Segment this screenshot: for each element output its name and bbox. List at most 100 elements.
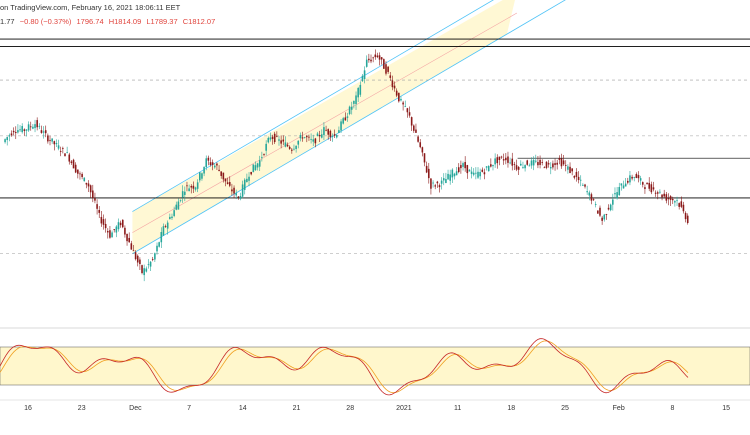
candle-body xyxy=(4,139,6,143)
candle-body xyxy=(218,169,220,171)
candle-body xyxy=(77,169,79,174)
candle-body xyxy=(179,199,182,201)
candle-body xyxy=(216,163,218,166)
candle-body xyxy=(87,183,90,187)
candle-body xyxy=(36,120,38,128)
candle-body xyxy=(145,268,148,272)
candle-body xyxy=(342,118,344,124)
candle-body xyxy=(359,84,362,95)
candle-body xyxy=(181,191,184,198)
candle-body xyxy=(633,177,636,178)
candle-body xyxy=(438,185,441,188)
oscillator-d-line xyxy=(0,340,689,394)
candle-body xyxy=(136,255,139,263)
candle-body xyxy=(515,165,518,170)
candle-body xyxy=(560,158,563,167)
candle-body xyxy=(228,182,231,186)
candle-body xyxy=(151,259,154,260)
candle-body xyxy=(12,130,15,133)
candle-body xyxy=(17,130,19,133)
candle-body xyxy=(104,223,107,229)
candle-body xyxy=(601,217,603,221)
candle-body xyxy=(267,137,270,143)
candle-body xyxy=(374,54,377,58)
oscillator-k-line xyxy=(0,338,689,396)
candle-body xyxy=(547,163,550,165)
candle-body xyxy=(378,55,381,60)
candle-body xyxy=(89,185,92,193)
candle-body xyxy=(327,129,330,135)
candle-body xyxy=(637,175,640,179)
candle-body xyxy=(470,171,473,175)
candle-body xyxy=(291,149,293,151)
candle-body xyxy=(51,138,53,142)
candle-body xyxy=(209,162,212,166)
candle-body xyxy=(74,164,77,173)
candle-body xyxy=(502,159,505,161)
candle-body xyxy=(663,193,665,197)
candle-body xyxy=(620,183,623,186)
candle-body xyxy=(680,201,683,207)
candle-body xyxy=(391,80,394,88)
candle-body xyxy=(398,92,400,102)
candle-body xyxy=(534,160,537,162)
candle-body xyxy=(314,138,317,144)
candle-body xyxy=(113,229,116,231)
candle-body xyxy=(23,129,26,131)
candle-body xyxy=(507,156,509,163)
candle-body xyxy=(237,196,240,198)
candle-body xyxy=(147,264,150,265)
candle-body xyxy=(340,121,342,131)
candle-body xyxy=(188,188,190,192)
candle-body xyxy=(380,57,383,60)
candle-body xyxy=(571,168,573,172)
candle-body xyxy=(201,173,203,179)
candle-body xyxy=(684,212,687,220)
channel-lower-line xyxy=(132,0,566,255)
header-open: 1796.74 xyxy=(76,17,104,26)
candle-body xyxy=(472,172,475,175)
candle-body xyxy=(543,167,546,169)
candle-body xyxy=(605,214,608,215)
oscillator-pane[interactable] xyxy=(0,327,750,396)
candle-body xyxy=(537,162,539,166)
candle-body xyxy=(539,159,541,165)
candle-body xyxy=(575,171,578,177)
candle-body xyxy=(184,191,186,195)
main-price-pane[interactable] xyxy=(0,0,750,282)
time-axis-tick-label: 8 xyxy=(670,405,674,412)
candle-body xyxy=(363,70,366,79)
candle-body xyxy=(674,201,676,203)
time-axis-tick-label: 14 xyxy=(239,405,247,412)
candle-body xyxy=(436,181,439,184)
candle-body xyxy=(528,165,531,167)
candle-body xyxy=(306,136,308,138)
candle-body xyxy=(425,165,428,173)
candle-body xyxy=(348,106,351,115)
candle-body xyxy=(166,222,169,229)
candle-body xyxy=(94,198,96,201)
candle-body xyxy=(513,164,516,165)
candle-body xyxy=(616,192,618,199)
candle-body xyxy=(603,214,606,220)
header-volume: 1.77 xyxy=(0,17,15,26)
candle-body xyxy=(402,102,404,105)
candle-body xyxy=(62,148,64,149)
candle-body xyxy=(320,134,323,138)
candle-body xyxy=(648,182,651,189)
candle-body xyxy=(372,57,374,59)
candle-body xyxy=(190,186,193,188)
candle-body xyxy=(126,233,128,242)
candle-body xyxy=(57,145,60,149)
oscillator-band xyxy=(0,346,750,386)
candle-body xyxy=(432,182,434,184)
candle-body xyxy=(49,139,51,141)
candle-body xyxy=(389,75,392,78)
candle-body xyxy=(588,192,591,196)
candle-body xyxy=(288,146,291,149)
candle-body xyxy=(261,157,263,158)
candle-body xyxy=(203,166,205,174)
candle-body xyxy=(370,59,372,62)
